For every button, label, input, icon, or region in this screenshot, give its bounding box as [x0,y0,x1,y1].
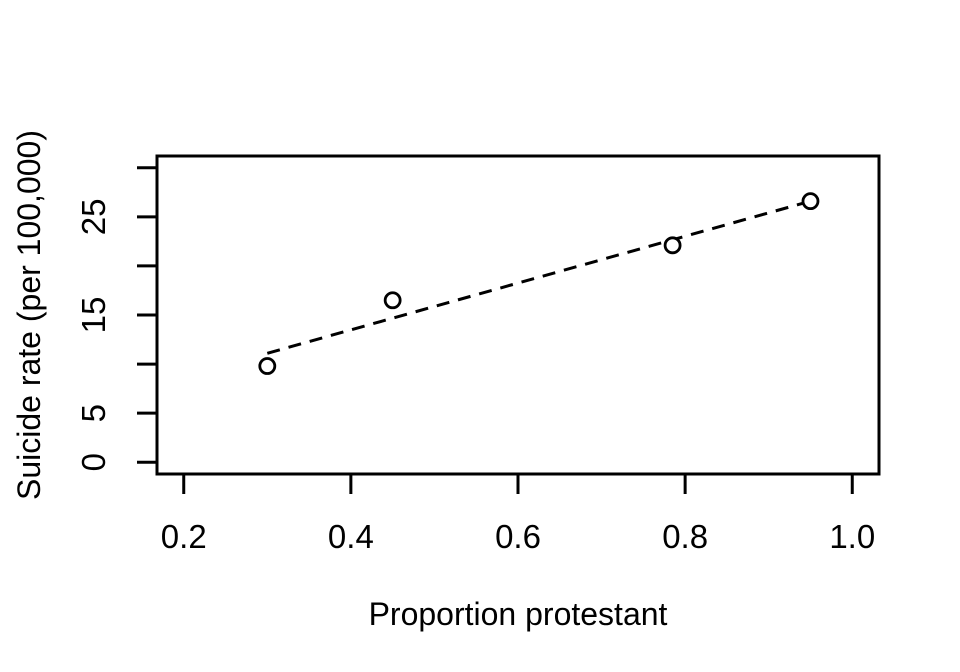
x-tick-label: 0.8 [662,518,708,555]
data-point [258,357,277,375]
y-axis-label: Suicide rate (per 100,000) [11,130,47,500]
data-point [383,291,402,310]
y-tick-label: 0 [75,453,112,471]
data-point [663,236,682,255]
plot-box [155,154,881,476]
x-tick-label: 0.6 [495,518,541,555]
x-axis-label: Proportion protestant [369,596,668,632]
y-tick-label: 15 [75,297,112,334]
plot-area: 0.2 0.4 0.6 0.8 1.0 0 5 15 25 [75,154,881,555]
x-tick-label: 0.4 [328,518,374,555]
y-tick-label: 25 [75,198,112,235]
data-point [801,192,820,211]
x-tick-label: 1.0 [829,518,875,555]
y-tick-label: 5 [75,404,112,422]
x-tick-label: 0.2 [161,518,207,555]
fit-line [266,199,811,355]
